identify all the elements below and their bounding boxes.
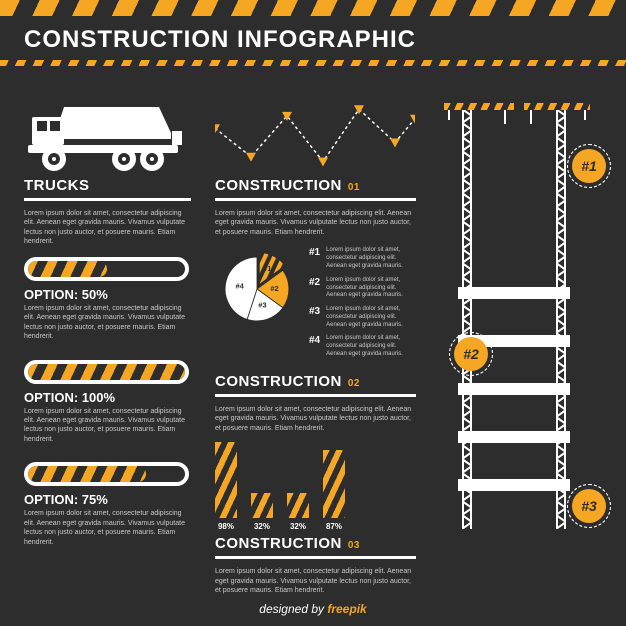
bar-col: 32% [251,493,273,531]
option-block: OPTION: 50%Lorem ipsum dolor sit amet, c… [24,257,191,342]
line-chart [215,95,416,171]
s1-lorem: Lorem ipsum dolor sit amet, consectetur … [215,209,416,237]
option-label: OPTION: 50% [24,287,191,302]
bar-col: 87% [323,450,345,531]
legend-row: #4Lorem ipsum dolor sit amet, consectetu… [309,335,416,358]
hazard-under-title [0,60,626,66]
progress-bar [24,257,189,281]
svg-text:#3: #3 [258,301,266,310]
legend-row: #1Lorem ipsum dolor sit amet, consectetu… [309,247,416,270]
progress-bar [24,360,189,384]
building-graphic: #1#2#3 [434,89,594,549]
hazard-top [0,0,626,16]
rank-badge: #3 [572,489,606,523]
bar-chart: 98% 32% 32% 87% [215,443,416,531]
svg-text:#4: #4 [235,282,244,291]
legend-row: #2Lorem ipsum dolor sit amet, consectetu… [309,277,416,300]
s1-title: CONSTRUCTION01 [215,177,416,201]
bar-col: 98% [215,442,237,531]
rank-badge: #1 [572,149,606,183]
s2-lorem: Lorem ipsum dolor sit amet, consectetur … [215,405,416,433]
page-title: CONSTRUCTION INFOGRAPHIC [24,26,626,54]
s3-lorem: Lorem ipsum dolor sit amet, consectetur … [215,567,416,595]
title-band: CONSTRUCTION INFOGRAPHIC [0,16,626,60]
pie-wrap: #1 #2 #3 #4 #1Lorem ipsum dolor sit amet, c… [215,247,416,365]
option-block: OPTION: 100%Lorem ipsum dolor sit amet, … [24,360,191,445]
option-label: OPTION: 75% [24,492,191,507]
trucks-lorem: Lorem ipsum dolor sit amet, consectetur … [24,209,191,247]
option-label: OPTION: 100% [24,390,191,405]
pie-legend: #1Lorem ipsum dolor sit amet, consectetu… [309,247,416,365]
option-block: OPTION: 75%Lorem ipsum dolor sit amet, c… [24,462,191,547]
rank-badge: #2 [454,337,488,371]
col-mid: CONSTRUCTION01 Lorem ipsum dolor sit ame… [205,95,430,596]
col-left: TRUCKS Lorem ipsum dolor sit amet, conse… [0,95,205,596]
s3-title: CONSTRUCTION03 [215,535,416,559]
legend-row: #3Lorem ipsum dolor sit amet, consectetu… [309,306,416,329]
col-right: #1 #2 #3 [430,95,626,596]
footer: designed by freepik [0,602,626,616]
svg-text:#1: #1 [263,264,271,273]
bar-col: 32% [287,493,309,531]
content: TRUCKS Lorem ipsum dolor sit amet, conse… [0,95,626,596]
pie-chart: #1 #2 #3 #4 [215,247,299,336]
progress-bar [24,462,189,486]
s2-title: CONSTRUCTION02 [215,373,416,397]
svg-text:#2: #2 [270,284,278,293]
trucks-title: TRUCKS [24,177,191,201]
truck-icon [24,101,191,175]
